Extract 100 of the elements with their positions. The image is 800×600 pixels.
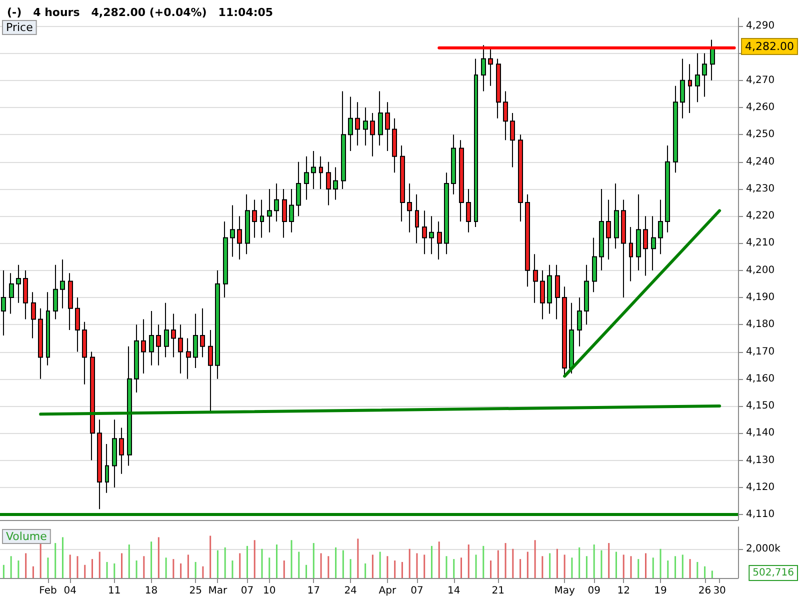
candlestick (621, 199, 626, 298)
candlestick (606, 199, 611, 260)
candlestick (481, 44, 486, 92)
candlestick (282, 188, 287, 238)
candlestick (319, 156, 323, 190)
candlestick (658, 199, 663, 255)
candlestick (16, 264, 21, 304)
candlestick (149, 310, 154, 366)
x-tick-label: Feb (39, 586, 57, 596)
candlestick (592, 237, 597, 293)
text: 502,716 (752, 568, 794, 578)
x-tick-label: 14 (448, 586, 460, 596)
candlestick (245, 194, 250, 255)
x-tick-label: 12 (617, 586, 630, 596)
candlestick (378, 90, 383, 146)
candlestick (304, 156, 309, 200)
x-tick-label: May (554, 586, 575, 596)
candlestick (444, 172, 449, 255)
candlestick (599, 188, 604, 271)
candlestick (400, 145, 405, 222)
candlestick (466, 188, 471, 233)
candlestick (407, 183, 412, 233)
candlestick (141, 318, 146, 374)
y-tick-label: 4,190 (746, 292, 775, 303)
chart-title: (-) 4 hours 4,282.00 (+0.04%) 11:04:05 (7, 6, 274, 19)
y-tick-label: 4,130 (746, 454, 775, 466)
candlestick (105, 444, 109, 494)
x-tick-label: 26 (698, 586, 712, 596)
text: 4,282.00 (745, 40, 794, 53)
y-tick-label: 4,110 (746, 509, 775, 520)
candlestick (355, 102, 360, 146)
candlestick (569, 302, 574, 374)
y-tick-label: 4,270 (746, 74, 775, 86)
candlestick (341, 90, 346, 190)
candlestick (451, 134, 456, 195)
candlestick (680, 58, 685, 119)
candlestick (311, 150, 316, 190)
candlestick (547, 264, 552, 314)
candlestick (193, 313, 198, 369)
x-tick-label: 09 (588, 586, 600, 596)
x-tick-label: 10 (263, 586, 276, 596)
candlestick (75, 296, 80, 352)
candlestick (370, 112, 375, 157)
y-tick-label: 4,200 (746, 264, 775, 276)
x-tick-label: 11 (108, 586, 121, 596)
candlestick (577, 296, 582, 347)
candlestick (555, 264, 560, 320)
candlestick (525, 194, 530, 288)
candlestick (156, 324, 161, 366)
candlestick (636, 194, 641, 271)
candlestick (208, 330, 213, 412)
candlestick (629, 226, 633, 282)
candlestick (710, 39, 715, 81)
candlestick (363, 107, 368, 146)
x-tick-label: 04 (64, 586, 76, 596)
x-tick-label: 07 (240, 586, 254, 596)
candlestick (112, 419, 117, 488)
candlestick (510, 112, 515, 168)
candlestick (46, 292, 50, 366)
candlestick (274, 183, 279, 222)
candlestick (415, 194, 419, 244)
candlestick (533, 254, 538, 304)
candlestick (90, 351, 95, 461)
candlestick (215, 270, 220, 380)
x-tick-label: Apr (378, 586, 397, 596)
candlestick (665, 145, 670, 233)
candlestick (31, 292, 36, 339)
candlestick (200, 308, 205, 358)
x-tick-label: 17 (307, 586, 320, 596)
candlestick (134, 324, 139, 393)
candlestick (688, 64, 692, 114)
candlestick (68, 272, 73, 331)
y-tick-label: 4,260 (746, 102, 775, 114)
candlestick (164, 302, 169, 358)
candlestick (496, 58, 501, 119)
y-tick-label: 4,180 (746, 319, 775, 330)
candlestick (651, 216, 656, 271)
x-tick-label: 19 (654, 586, 667, 596)
x-tick-label: 18 (144, 586, 158, 596)
x-tick-label: 30 (713, 586, 726, 596)
candlestick (252, 199, 257, 238)
candlestick (230, 204, 235, 258)
candlestick (459, 140, 464, 222)
candlestick (119, 427, 124, 474)
candlestick (385, 102, 390, 152)
x-tick-label: 21 (492, 586, 505, 596)
x-tick-label: Mar (208, 586, 228, 596)
candlestick (23, 270, 28, 320)
candlestick (97, 419, 102, 510)
candlestick (562, 286, 567, 377)
candlestick (171, 313, 176, 358)
candlestick (474, 58, 478, 228)
y-tick-label: 4,210 (746, 238, 775, 249)
candlestick (9, 272, 14, 314)
y-tick-label: 4,230 (746, 183, 775, 194)
candlestick (333, 166, 338, 200)
candlestick (82, 321, 87, 385)
candlestick (488, 47, 493, 86)
candlestick (296, 161, 301, 217)
candlestick (127, 346, 132, 466)
